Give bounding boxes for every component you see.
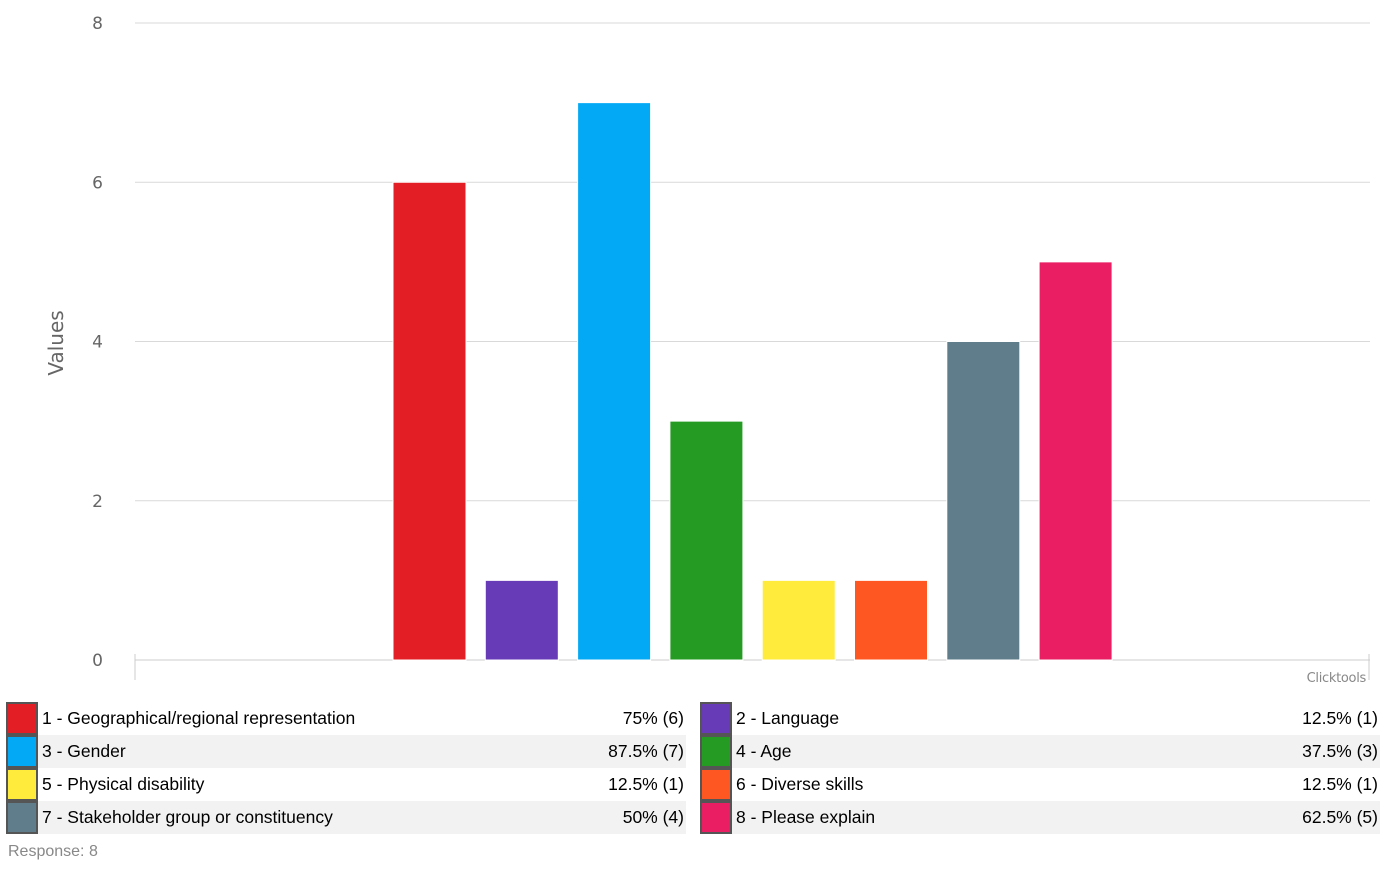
legend-label: 2 - Language	[736, 708, 840, 728]
y-tick-label: 6	[92, 173, 103, 193]
legend-table: 1 - Geographical/regional representation…	[6, 702, 1380, 834]
x-axis-line	[134, 654, 1370, 680]
legend-label: 7 - Stakeholder group or constituency	[42, 807, 333, 827]
bar-chart: 0 2 4 6 8 Values Clicktools	[44, 14, 1370, 686]
y-tick-label: 0	[92, 651, 103, 671]
bar-5[interactable]	[761, 579, 836, 661]
legend-value: 12.5% (1)	[1302, 708, 1378, 728]
chart-credit[interactable]: Clicktools	[1307, 671, 1367, 686]
legend-swatch	[700, 768, 732, 801]
legend-value: 87.5% (7)	[608, 741, 684, 761]
legend-item[interactable]: 8 - Please explain 62.5% (5)	[700, 801, 1380, 834]
legend-row: 1 - Geographical/regional representation…	[6, 702, 1380, 735]
legend-swatch	[6, 702, 38, 735]
y-tick-label: 8	[92, 14, 103, 34]
legend-label: 6 - Diverse skills	[736, 774, 864, 794]
bar-2[interactable]	[484, 579, 559, 661]
legend-item[interactable]: 7 - Stakeholder group or constituency 50%…	[6, 801, 686, 834]
response-count: Response: 8	[8, 843, 98, 860]
legend-label: 8 - Please explain	[736, 807, 876, 827]
y-tick-label: 4	[92, 333, 103, 353]
bar-4[interactable]	[669, 420, 744, 661]
legend-swatch	[6, 768, 38, 801]
legend-item[interactable]: 5 - Physical disability 12.5% (1)	[6, 768, 686, 801]
legend-value: 37.5% (3)	[1302, 741, 1378, 761]
legend-value: 12.5% (1)	[1302, 774, 1378, 794]
legend-swatch	[700, 801, 732, 834]
legend-value: 12.5% (1)	[608, 774, 684, 794]
legend-swatch	[700, 702, 732, 735]
legend-row: 5 - Physical disability 12.5% (1) 6 - Dive…	[6, 768, 1380, 801]
chart-svg: 0 2 4 6 8 Values Clicktools	[44, 14, 1370, 686]
bar-3[interactable]	[577, 102, 652, 661]
legend-item[interactable]: 6 - Diverse skills 12.5% (1)	[700, 768, 1380, 801]
legend-item[interactable]: 2 - Language 12.5% (1)	[700, 702, 1380, 735]
legend-label: 3 - Gender	[42, 741, 126, 761]
legend-item[interactable]: 3 - Gender 87.5% (7)	[6, 735, 686, 768]
legend-value: 50% (4)	[622, 807, 684, 827]
y-tick-label: 2	[92, 492, 103, 512]
legend-row: 3 - Gender 87.5% (7) 4 - Age 37.5% (3)	[6, 735, 1380, 768]
bar-6[interactable]	[854, 579, 928, 661]
legend-swatch	[6, 735, 38, 768]
legend-swatch	[6, 801, 38, 834]
legend-label: 5 - Physical disability	[42, 774, 205, 794]
legend-item[interactable]: 4 - Age 37.5% (3)	[700, 735, 1380, 768]
bar-7[interactable]	[946, 341, 1021, 661]
legend-value: 62.5% (5)	[1302, 807, 1378, 827]
bar-8[interactable]	[1038, 261, 1113, 661]
legend-row: 7 - Stakeholder group or constituency 50%…	[6, 801, 1380, 834]
bar-1[interactable]	[392, 181, 467, 661]
legend-label: 4 - Age	[736, 741, 792, 761]
legend-item[interactable]: 1 - Geographical/regional representation…	[6, 702, 686, 735]
legend-value: 75% (6)	[622, 708, 684, 728]
legend-swatch	[700, 735, 732, 768]
y-axis-label: Values	[44, 310, 68, 375]
legend-label: 1 - Geographical/regional representation	[42, 708, 356, 728]
